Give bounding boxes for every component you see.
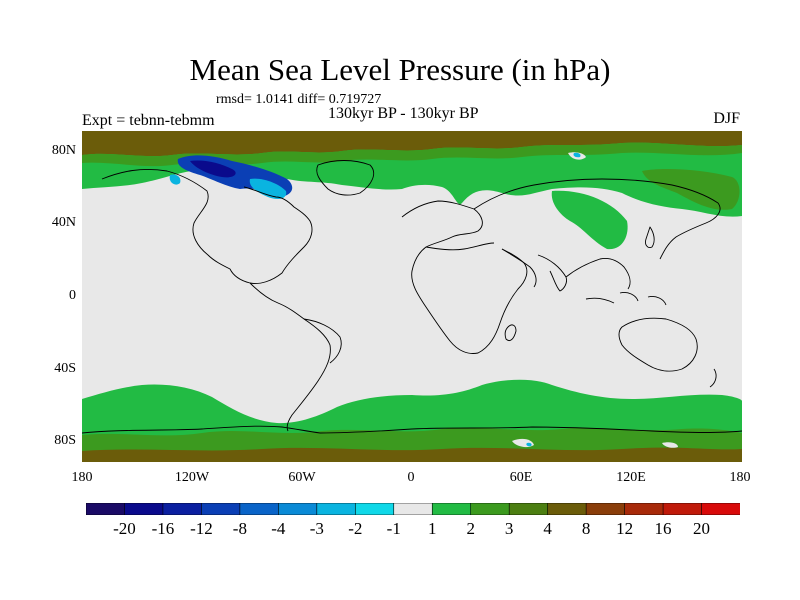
antarctic-olive-strip bbox=[82, 447, 742, 462]
period-subtitle: 130kyr BP - 130kyr BP bbox=[328, 105, 479, 122]
colorbar-swatch bbox=[316, 503, 356, 515]
colorbar-label: -16 bbox=[151, 519, 175, 538]
lat-label-80n: 80N bbox=[51, 143, 76, 158]
colorbar-label: -3 bbox=[309, 519, 324, 538]
china-green-patch bbox=[551, 190, 628, 250]
siberia-blue-spot bbox=[573, 152, 581, 158]
colorbar-swatch bbox=[201, 503, 241, 515]
colorbar-label: 12 bbox=[616, 519, 634, 538]
colorbar-swatch bbox=[354, 503, 395, 515]
colorbar-swatch bbox=[508, 503, 549, 515]
colorbar-swatch bbox=[393, 503, 433, 515]
colorbar-swatch bbox=[701, 503, 740, 515]
colorbar-label: 8 bbox=[581, 519, 591, 538]
canada-darkblue-core bbox=[190, 160, 236, 178]
map-title: Mean Sea Level Pressure (in hPa) bbox=[189, 52, 611, 87]
colorbar-label: 20 bbox=[693, 519, 711, 538]
colorbar-label: -1 bbox=[386, 519, 401, 538]
north-darkgreen-strip bbox=[82, 142, 742, 167]
colorbar-swatch bbox=[239, 503, 279, 515]
experiment-label: Expt = tebnn-tebmm bbox=[82, 112, 215, 129]
lon-label-180e: 180 bbox=[729, 470, 751, 485]
lon-label-180w: 180 bbox=[71, 470, 93, 485]
canada-cyan-patch bbox=[249, 178, 287, 199]
colorbar bbox=[86, 503, 740, 515]
lat-label-80s: 80S bbox=[54, 433, 76, 448]
lon-label-0: 0 bbox=[407, 470, 415, 485]
colorbar-swatch bbox=[124, 503, 164, 515]
antarctic-white-patch-2 bbox=[662, 442, 678, 448]
colorbar-swatch bbox=[431, 503, 472, 515]
colorbar-label: 2 bbox=[466, 519, 475, 538]
antarctic-blue-spot bbox=[526, 442, 532, 447]
colorbar-swatch bbox=[86, 503, 126, 515]
stats-line: rmsd= 1.0141 diff= 0.719727 bbox=[216, 92, 382, 107]
asia-darkgreen-patch bbox=[642, 169, 740, 210]
colorbar-label: -12 bbox=[190, 519, 213, 538]
colorbar-swatch bbox=[547, 503, 587, 515]
lon-label-60e: 60E bbox=[509, 470, 533, 485]
colorbar-label: 1 bbox=[427, 519, 437, 538]
colorbar-label: -20 bbox=[113, 519, 136, 538]
colorbar-swatch bbox=[162, 503, 203, 515]
colorbar-swatch bbox=[470, 503, 510, 515]
colorbar-label: -4 bbox=[271, 519, 286, 538]
colorbar-label: -2 bbox=[348, 519, 363, 538]
coastlines bbox=[82, 160, 742, 434]
colorbar-label: 3 bbox=[504, 519, 514, 538]
north-olive-strip bbox=[82, 131, 742, 157]
colorbar-label: -8 bbox=[232, 519, 247, 538]
lon-label-120e: 120E bbox=[616, 470, 646, 485]
pacific-cyan-spot bbox=[169, 174, 181, 185]
colorbar-label: 16 bbox=[654, 519, 672, 538]
colorbar-swatch bbox=[662, 503, 703, 515]
lon-label-120w: 120W bbox=[174, 470, 210, 485]
colorbar-swatch bbox=[585, 503, 626, 515]
lat-label-40s: 40S bbox=[54, 361, 76, 376]
colorbar-swatch bbox=[624, 503, 664, 515]
pressure-difference-map bbox=[82, 131, 742, 462]
lat-label-equator: 0 bbox=[69, 288, 76, 303]
colorbar-swatch bbox=[278, 503, 318, 515]
colorbar-label: 4 bbox=[543, 519, 552, 538]
lat-label-40n: 40N bbox=[51, 215, 76, 230]
season-label: DJF bbox=[713, 110, 740, 127]
lon-label-60w: 60W bbox=[288, 470, 316, 485]
